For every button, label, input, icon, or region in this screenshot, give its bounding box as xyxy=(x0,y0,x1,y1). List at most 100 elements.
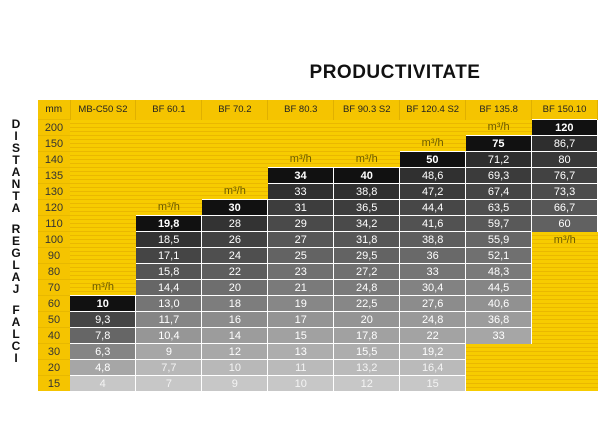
table-cell: 7,8 xyxy=(70,327,137,344)
table-cell: 48,3 xyxy=(465,263,533,280)
table-cell xyxy=(201,167,268,184)
side-label-letter: L xyxy=(12,327,20,341)
table-cell: 67,4 xyxy=(465,183,533,200)
table-cell: 23 xyxy=(267,263,335,280)
table-cell: 50 xyxy=(399,151,467,168)
table-cell: 63,5 xyxy=(465,199,533,216)
table-cell: 11 xyxy=(267,359,335,376)
side-label-letter: C xyxy=(11,339,21,353)
table-row: 15 4 7 9 10 12 15 xyxy=(38,375,598,391)
table-cell xyxy=(333,135,400,152)
table-cell xyxy=(465,375,532,391)
side-label-letter: E xyxy=(11,234,20,248)
table-cell: 20 xyxy=(333,311,401,328)
table-cell: m³/h xyxy=(70,279,136,296)
table-cell: 48,6 xyxy=(399,167,467,184)
table-cell: 24 xyxy=(201,247,269,264)
table-cell xyxy=(201,151,268,168)
table-cell: 22,5 xyxy=(333,295,401,312)
table-cell xyxy=(135,135,202,152)
table-cell xyxy=(531,359,598,376)
side-label-letter: T xyxy=(12,153,20,167)
column-header: BF 80.3 xyxy=(267,100,335,120)
table-cell: 36 xyxy=(399,247,467,264)
table-cell: 12 xyxy=(333,375,401,391)
table-row: 200 m³/h 120 xyxy=(38,119,598,136)
row-mm-label: 40 xyxy=(38,327,70,344)
table-cell: 22 xyxy=(399,327,467,344)
table-cell: 40 xyxy=(333,167,401,184)
table-cell xyxy=(70,199,136,216)
table-header-row: mm MB-C50 S2 BF 60.1 BF 70.2 BF 80.3 BF … xyxy=(38,100,598,120)
row-mm-label: 150 xyxy=(38,135,70,152)
table-cell xyxy=(267,135,334,152)
table-row: 130 m³/h 33 38,8 47,2 67,4 73,3 xyxy=(38,183,598,200)
table-cell: 36,8 xyxy=(465,311,533,328)
table-cell xyxy=(465,359,532,376)
row-mm-label: 140 xyxy=(38,151,70,168)
table-cell: 4 xyxy=(70,375,137,391)
table-cell: 38,8 xyxy=(333,183,401,200)
table-row: 40 7,8 10,4 14 15 17,8 22 33 xyxy=(38,327,598,344)
table-cell: 6,3 xyxy=(70,343,137,360)
table-cell xyxy=(135,167,202,184)
table-row: 80 15,8 22 23 27,2 33 48,3 xyxy=(38,263,598,280)
side-label-letter: D xyxy=(11,117,21,131)
row-mm-label: 90 xyxy=(38,247,70,264)
table-cell: m³/h xyxy=(465,119,532,136)
table-cell xyxy=(135,151,202,168)
table-cell: 34 xyxy=(267,167,335,184)
table-row: 20 4,8 7,7 10 11 13,2 16,4 xyxy=(38,359,598,376)
table-cell: 60 xyxy=(531,215,598,232)
table-cell: 26 xyxy=(201,231,269,248)
column-header: BF 90.3 S2 xyxy=(333,100,401,120)
table-cell: 17 xyxy=(267,311,335,328)
table-cell xyxy=(399,119,466,136)
side-label-letter: R xyxy=(11,222,21,236)
table-row: 120 m³/h 30 31 36,5 44,4 63,5 66,7 xyxy=(38,199,598,216)
side-label-letter: A xyxy=(11,201,21,215)
table-cell: 66,7 xyxy=(531,199,598,216)
table-cell xyxy=(201,135,268,152)
table-cell: 9 xyxy=(135,343,203,360)
row-mm-label: 70 xyxy=(38,279,70,296)
table-cell xyxy=(267,119,334,136)
row-mm-label: 130 xyxy=(38,183,70,200)
table-cell: 33 xyxy=(465,327,533,344)
table-cell: 52,1 xyxy=(465,247,533,264)
side-label-letter: A xyxy=(11,165,21,179)
row-mm-label: 80 xyxy=(38,263,70,280)
column-header: BF 150.10 xyxy=(531,100,598,120)
table-cell: 55,9 xyxy=(465,231,533,248)
table-cell xyxy=(531,311,598,328)
table-cell: 29,5 xyxy=(333,247,401,264)
table-cell: 9,3 xyxy=(70,311,137,328)
table-cell: m³/h xyxy=(399,135,466,152)
table-cell: 17,8 xyxy=(333,327,401,344)
table-cell: 22 xyxy=(201,263,269,280)
table-cell: 27 xyxy=(267,231,335,248)
table-cell xyxy=(465,343,532,360)
table-row: 135 34 40 48,6 69,3 76,7 xyxy=(38,167,598,184)
table-cell: 31,8 xyxy=(333,231,401,248)
table-cell: 25 xyxy=(267,247,335,264)
table-cell xyxy=(135,183,202,200)
table-cell xyxy=(201,119,268,136)
table-cell: 18 xyxy=(201,295,269,312)
table-cell xyxy=(70,135,136,152)
side-label-letter: A xyxy=(11,315,21,329)
column-header: BF 120.4 S2 xyxy=(399,100,467,120)
table-cell: 27,2 xyxy=(333,263,401,280)
column-header: BF 70.2 xyxy=(201,100,269,120)
table-cell: 10 xyxy=(267,375,335,391)
table-cell xyxy=(531,263,598,280)
table-cell: 16,4 xyxy=(399,359,467,376)
table-cell xyxy=(135,119,202,136)
page-title: PRODUCTIVITATE xyxy=(309,62,481,83)
table-cell: 30 xyxy=(201,199,269,216)
row-mm-label: 60 xyxy=(38,295,70,312)
table-cell xyxy=(531,279,598,296)
table-cell xyxy=(531,327,598,344)
table-cell xyxy=(531,247,598,264)
